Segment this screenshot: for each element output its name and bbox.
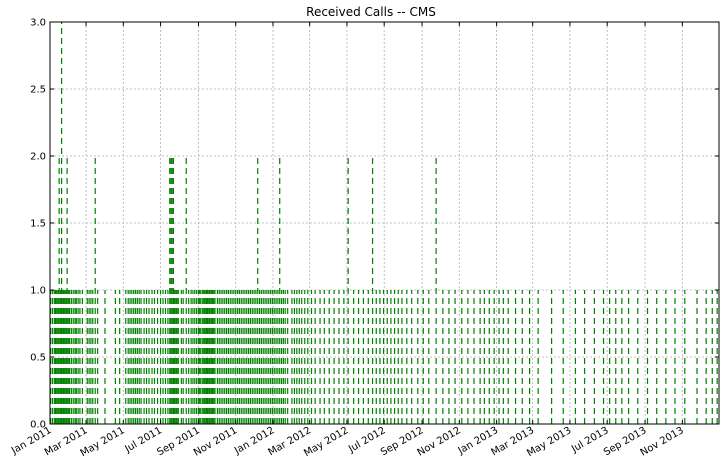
y-tick-label: 2.0 [30,152,46,163]
series-line [50,22,718,424]
y-tick-label: 3.0 [30,18,46,29]
y-tick-label: 2.5 [30,85,46,96]
y-axis-ticks: 0.0 0.5 1.0 1.5 2.0 2.5 3.0 [30,18,719,431]
y-tick-label: 0.0 [30,420,46,431]
y-tick-label: 1.5 [30,219,46,230]
y-tick-label: 1.0 [30,286,46,297]
y-tick-label: 0.5 [30,353,46,364]
chart-title: Received Calls -- CMS [306,5,436,19]
grid-lines [49,21,719,425]
